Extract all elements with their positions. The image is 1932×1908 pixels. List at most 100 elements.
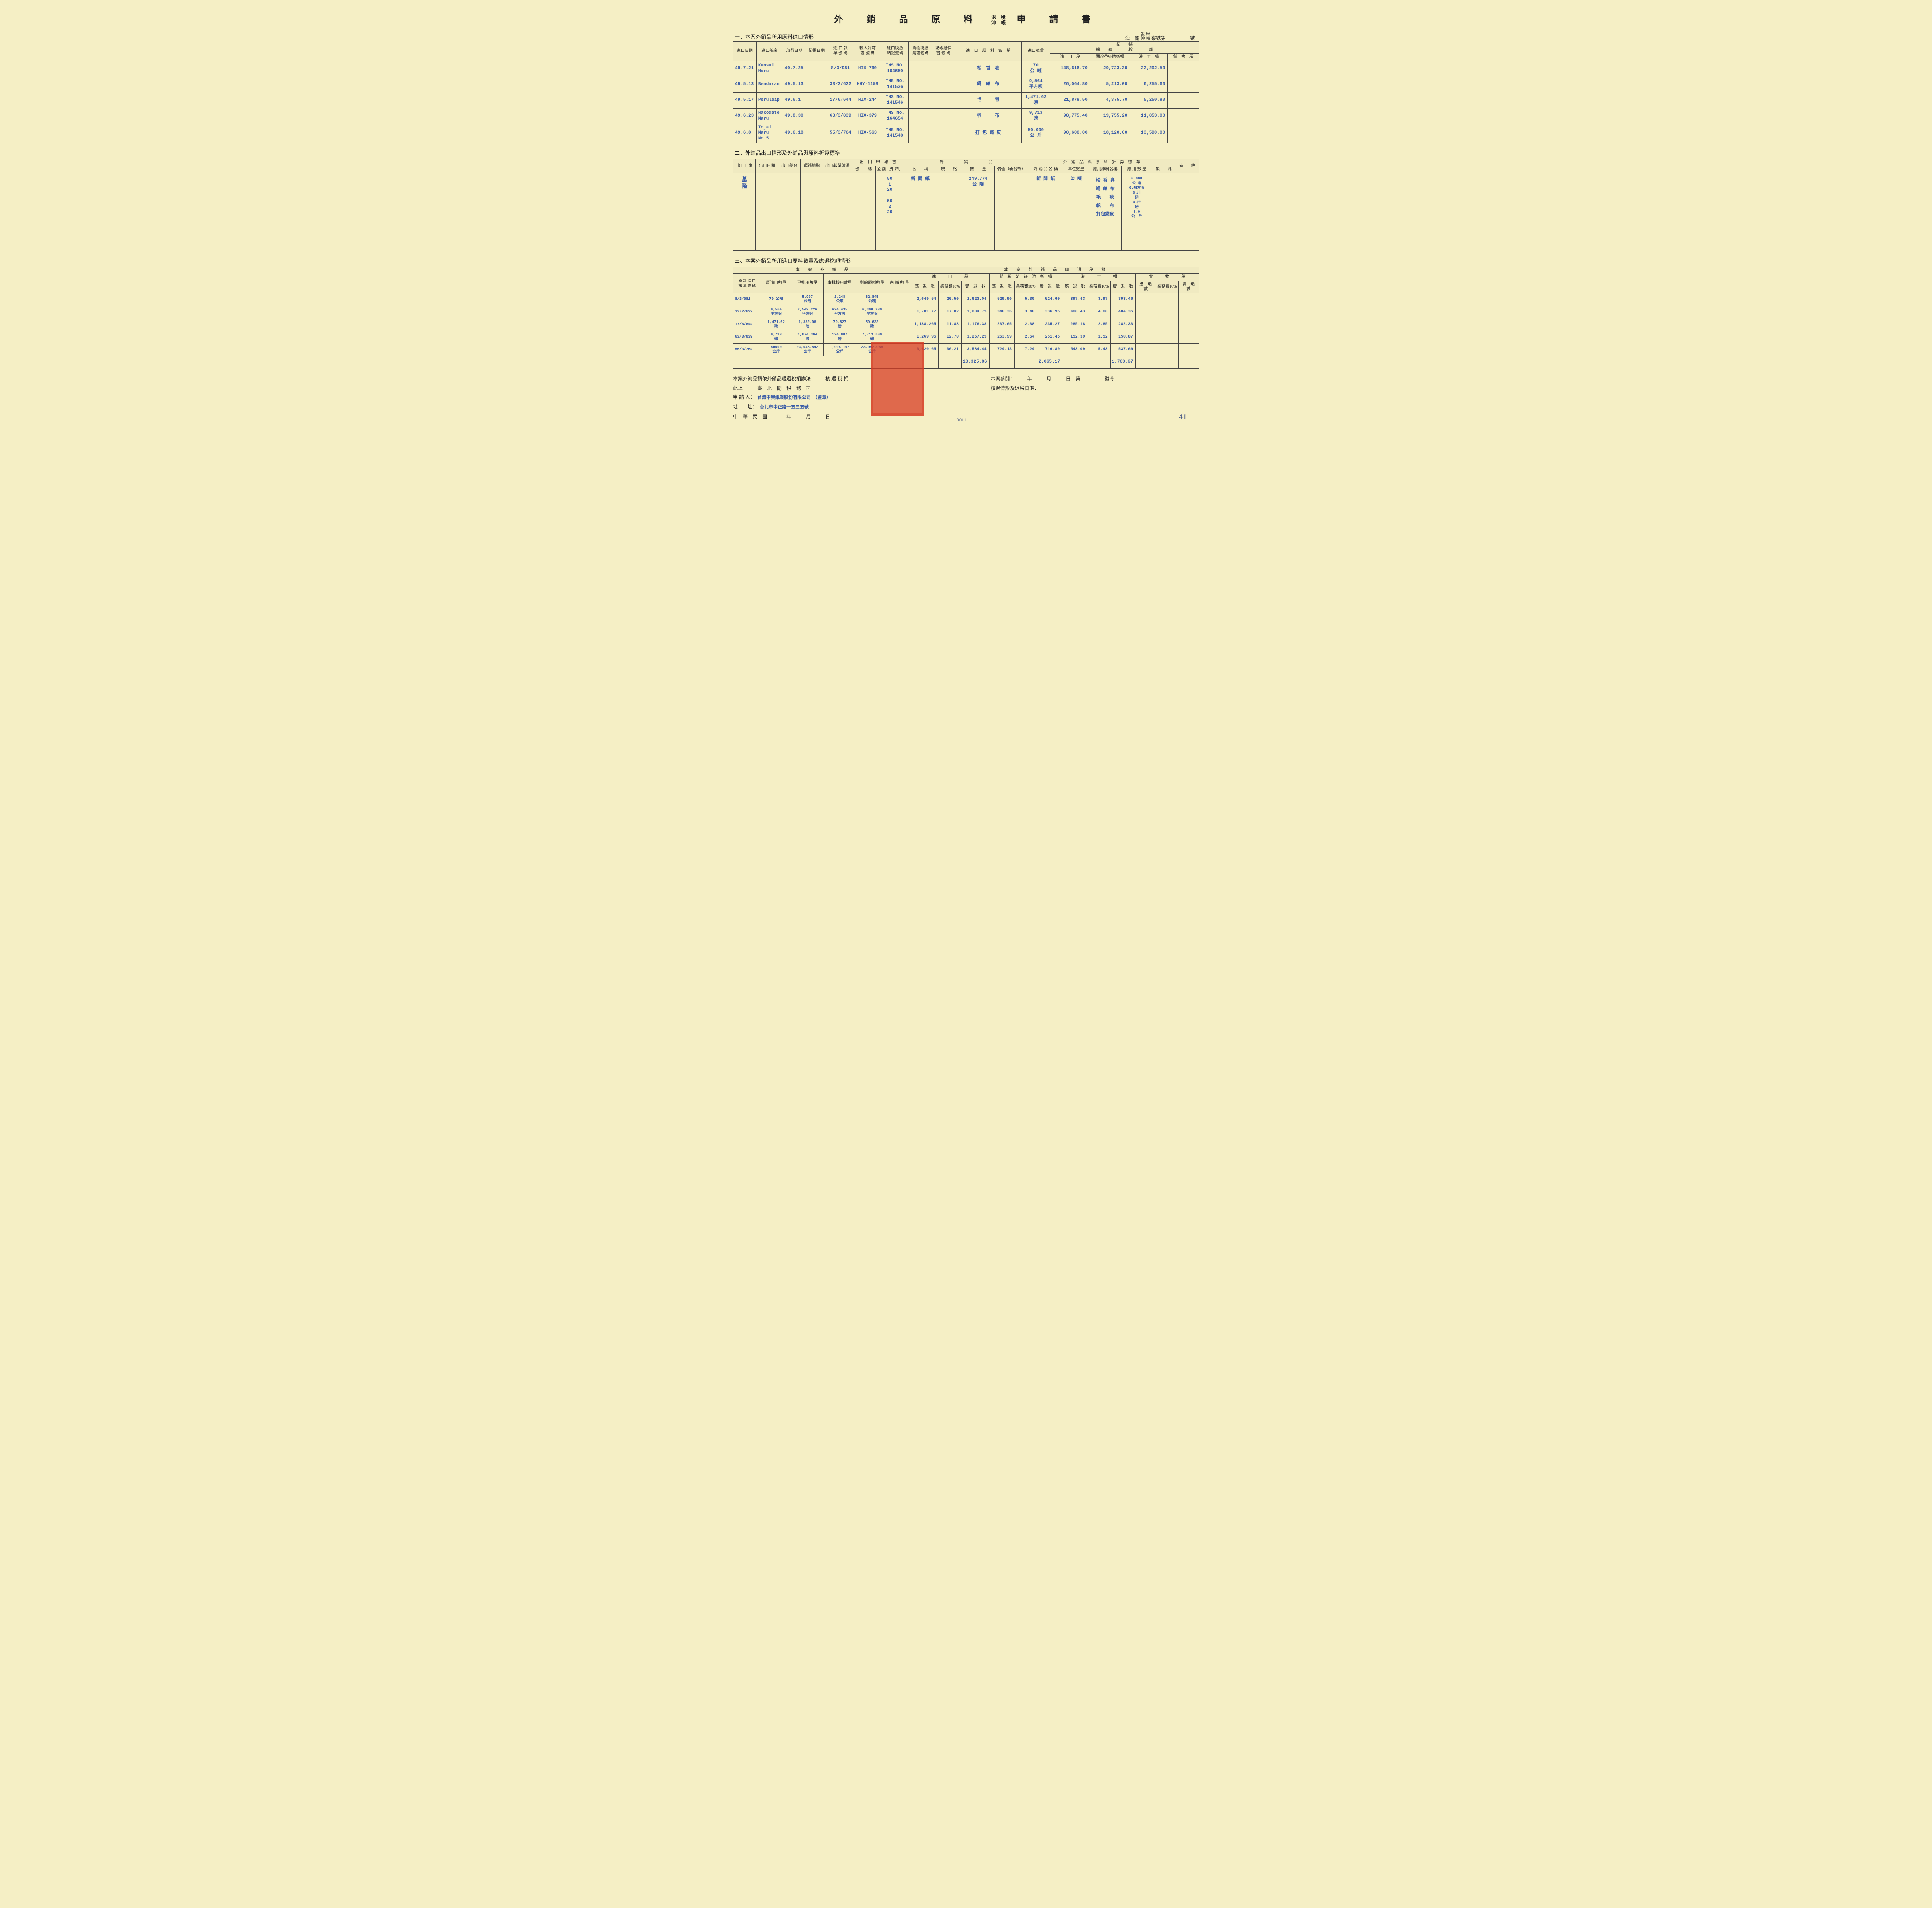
t1-cell-mat: 銅 絲 布 <box>955 77 1022 92</box>
t1-cell-goods <box>1168 108 1199 124</box>
t1-cell-mat: 毛 毯 <box>955 92 1022 108</box>
t1-cell-grt <box>932 77 955 92</box>
t3-total-row: 10,325.86 2,065.17 1,763.67 <box>733 356 1199 368</box>
t3-cell-d_b: 3.40 <box>1014 306 1037 318</box>
t3-cell-i_b: 11.88 <box>939 318 962 331</box>
t3-cell-g_a <box>1135 318 1156 331</box>
t1-cell-goods <box>1168 124 1199 143</box>
t3-cell-i_a: 1,701.77 <box>911 306 939 318</box>
t2-h-qty: 數 量 <box>962 166 995 173</box>
section2-title: 二、外銷品出口情形及外銷品與原料折算標準 <box>735 149 1199 156</box>
t1-cell-port: 13,590.00 <box>1130 124 1168 143</box>
t2-h-date: 出口日期 <box>756 159 778 173</box>
t1-cell-mat: 打 包 鐵 皮 <box>955 124 1022 143</box>
footer-l5: 中 華 民 國 年 月 日 <box>733 412 990 421</box>
applicant-address: 台北市中正路一五三五號 <box>760 405 809 410</box>
t1-cell-tax: TNS NO. 164659 <box>881 61 909 77</box>
t2-unit: 公 噸 <box>1063 173 1089 250</box>
t3-cell-d_c: 251.45 <box>1037 331 1062 343</box>
t3-cell-q5 <box>888 306 911 318</box>
t2-uqty: 0.008 公 噸 0.卅方呎 0.卅 磅 0.卅 磅 8.0 公 斤 <box>1122 173 1152 250</box>
t3-tot-pc: 1,763.67 <box>1110 356 1135 368</box>
t2-h-loss: 損 耗 <box>1152 166 1175 173</box>
title-tail: 申 請 書 <box>1017 14 1098 24</box>
t1-cell-decl: 33/2/622 <box>827 77 854 92</box>
t3-cell-p_b: 1.52 <box>1088 331 1110 343</box>
t3-cell-d_c: 235.27 <box>1037 318 1062 331</box>
t3-cell-g_b <box>1156 293 1178 306</box>
t2-h-ship: 出口船名 <box>778 159 800 173</box>
t1-h-ship: 進口船名 <box>756 42 783 61</box>
t3-cell-g_a <box>1135 343 1156 356</box>
t1-cell-acct <box>806 124 827 143</box>
t2-h-uqty: 應 用 數 量 <box>1122 166 1152 173</box>
t3-cell-g_c <box>1178 306 1199 318</box>
t1-h-imptax: 進 口 稅 <box>1050 54 1090 61</box>
t2-row: 基 隆 50 1 20 50 2 20 新 聞 紙 249.774 公 噸 新 … <box>733 173 1199 250</box>
title-sub-bot: 沖 帳 <box>991 20 1006 26</box>
t1-cell-date: 49.5.13 <box>733 77 757 92</box>
t3-cell-d: 8/3/981 <box>733 293 761 306</box>
t3-cell-i_a: 1,188.265 <box>911 318 939 331</box>
t1-cell-qty: 70 公 噸 <box>1022 61 1050 77</box>
t1-cell-qty: 9,564 平方呎 <box>1022 77 1050 92</box>
t3-cell-g_c <box>1178 318 1199 331</box>
t3-cell-q4: 59.633 磅 <box>856 318 888 331</box>
t3-cell-q1: 50000 公斤 <box>761 343 791 356</box>
export-table: 出口口岸 出口日期 出口船名 運銷地點 出口報單號碼 出 口 申 報 書 外 銷… <box>733 159 1199 251</box>
t3-cell-d_a: 529.90 <box>989 293 1014 306</box>
t3-cell-q5 <box>888 293 911 306</box>
t3-h-s2: 關 稅 帶 征 防 衛 捐 <box>989 274 1062 281</box>
t3-h-dc: 實 退 數 <box>1037 281 1062 293</box>
t3-cell-d_b: 7.24 <box>1014 343 1037 356</box>
t3-cell-q2: 24,048.842 公斤 <box>791 343 824 356</box>
t1-cell-decl: 17/6/644 <box>827 92 854 108</box>
t3-cell-g_c <box>1178 331 1199 343</box>
t2-h-unit: 單位數量 <box>1063 166 1089 173</box>
t3-cell-q2: 1,332.06 磅 <box>791 318 824 331</box>
t3-row: 8/3/98170 公噸5.907 公噸1.248 公噸62.845 公噸2,6… <box>733 293 1199 306</box>
t2-h-spec: 規 格 <box>936 166 962 173</box>
t3-cell-i_b: 36.21 <box>939 343 962 356</box>
t3-cell-g_a <box>1135 293 1156 306</box>
t3-cell-d_c: 336.96 <box>1037 306 1062 318</box>
t2-name: 新 聞 紙 <box>904 173 936 250</box>
footer-r2: 核退情形及退稅日期： <box>991 384 1177 393</box>
t3-h-ic: 實 退 數 <box>962 281 990 293</box>
t1-h-rel: 放行日期 <box>783 42 806 61</box>
t1-cell-acct <box>806 61 827 77</box>
t1-cell-qty: 1,471.62 磅 <box>1022 92 1050 108</box>
t3-cell-g_b <box>1156 318 1178 331</box>
t1-cell-rel: 49.6.18 <box>783 124 806 143</box>
t3-cell-d_a: 724.13 <box>989 343 1014 356</box>
t3-row: 33/2/6229,564 平方呎2,549.226 平方呎624.435 平方… <box>733 306 1199 318</box>
t3-cell-p_b: 5.43 <box>1088 343 1110 356</box>
t3-row: 63/3/8399,713 磅1,874.304 磅124.887 磅7,713… <box>733 331 1199 343</box>
t1-cell-tax: TNS No. 164654 <box>881 108 909 124</box>
t3-cell-p_c: 537.66 <box>1110 343 1135 356</box>
t3-cell-p_a: 397.43 <box>1062 293 1088 306</box>
t1-cell-gtax <box>909 61 932 77</box>
t2-h-amt: 金 額（外 幣） <box>875 166 904 173</box>
t3-cell-d: 33/2/622 <box>733 306 761 318</box>
t1-cell-decl: 63/3/839 <box>827 108 854 124</box>
t3-cell-i_c: 3,584.44 <box>962 343 990 356</box>
t3-cell-d_a: 237.65 <box>989 318 1014 331</box>
t1-cell-goods <box>1168 77 1199 92</box>
t3-h-q3: 本批核用數量 <box>824 274 856 293</box>
official-seal-stamp <box>871 342 924 416</box>
t3-cell-q3: 1.248 公噸 <box>824 293 856 306</box>
t1-cell-def: 29,723.30 <box>1090 61 1130 77</box>
t3-cell-g_a <box>1135 331 1156 343</box>
t3-cell-i_a: 2,649.54 <box>911 293 939 306</box>
t3-cell-i_b: 26.50 <box>939 293 962 306</box>
t2-h-val: 價值（新台幣） <box>994 166 1028 173</box>
t2-h-dest: 運銷地點 <box>801 159 823 173</box>
t3-h-s4: 貨 物 稅 <box>1135 274 1199 281</box>
t3-cell-p_c: 150.87 <box>1110 331 1135 343</box>
t1-cell-ship: Tojai Maru No.5 <box>756 124 783 143</box>
t2-h-grp3: 外 銷 品 與 原 料 折 算 標 準 <box>1028 159 1175 166</box>
t3-h-pb: 業務費10% <box>1088 281 1110 293</box>
t1-cell-def: 18,120.00 <box>1090 124 1130 143</box>
t1-h-date: 進口日期 <box>733 42 757 61</box>
